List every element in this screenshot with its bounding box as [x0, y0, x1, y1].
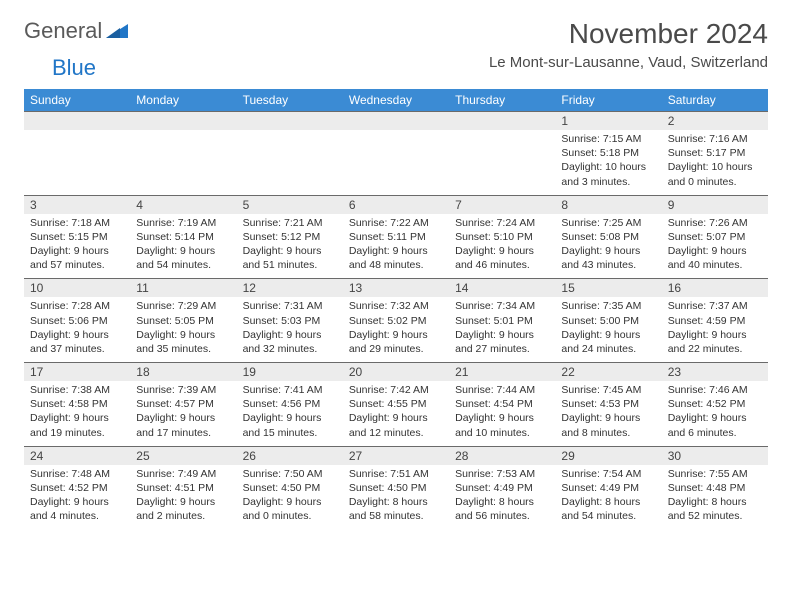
day-detail-cell: Sunrise: 7:34 AMSunset: 5:01 PMDaylight:…	[449, 297, 555, 362]
day-number-cell: 3	[24, 195, 130, 214]
month-title: November 2024	[489, 18, 768, 50]
brand-name-2: Blue	[52, 55, 96, 81]
day-number-cell	[449, 112, 555, 131]
day-detail-cell: Sunrise: 7:55 AMSunset: 4:48 PMDaylight:…	[662, 465, 768, 530]
day-detail-cell: Sunrise: 7:35 AMSunset: 5:00 PMDaylight:…	[555, 297, 661, 362]
week-detail-row: Sunrise: 7:15 AMSunset: 5:18 PMDaylight:…	[24, 130, 768, 195]
day-number-cell: 26	[237, 446, 343, 465]
day-detail-cell: Sunrise: 7:41 AMSunset: 4:56 PMDaylight:…	[237, 381, 343, 446]
day-detail-cell: Sunrise: 7:28 AMSunset: 5:06 PMDaylight:…	[24, 297, 130, 362]
week-detail-row: Sunrise: 7:28 AMSunset: 5:06 PMDaylight:…	[24, 297, 768, 362]
day-detail-cell: Sunrise: 7:16 AMSunset: 5:17 PMDaylight:…	[662, 130, 768, 195]
col-tuesday: Tuesday	[237, 89, 343, 112]
day-detail-cell: Sunrise: 7:54 AMSunset: 4:49 PMDaylight:…	[555, 465, 661, 530]
week-number-row: 17181920212223	[24, 363, 768, 382]
day-header-row: Sunday Monday Tuesday Wednesday Thursday…	[24, 89, 768, 112]
day-detail-cell: Sunrise: 7:53 AMSunset: 4:49 PMDaylight:…	[449, 465, 555, 530]
day-detail-cell: Sunrise: 7:32 AMSunset: 5:02 PMDaylight:…	[343, 297, 449, 362]
col-friday: Friday	[555, 89, 661, 112]
day-number-cell	[237, 112, 343, 131]
week-number-row: 10111213141516	[24, 279, 768, 298]
day-number-cell: 1	[555, 112, 661, 131]
day-number-cell: 22	[555, 363, 661, 382]
day-number-cell	[343, 112, 449, 131]
week-detail-row: Sunrise: 7:48 AMSunset: 4:52 PMDaylight:…	[24, 465, 768, 530]
day-detail-cell: Sunrise: 7:26 AMSunset: 5:07 PMDaylight:…	[662, 214, 768, 279]
day-detail-cell	[24, 130, 130, 195]
day-detail-cell: Sunrise: 7:44 AMSunset: 4:54 PMDaylight:…	[449, 381, 555, 446]
col-monday: Monday	[130, 89, 236, 112]
day-detail-cell: Sunrise: 7:48 AMSunset: 4:52 PMDaylight:…	[24, 465, 130, 530]
day-number-cell: 20	[343, 363, 449, 382]
day-number-cell: 6	[343, 195, 449, 214]
day-number-cell	[24, 112, 130, 131]
brand-name-1: General	[24, 18, 102, 44]
day-number-cell: 17	[24, 363, 130, 382]
day-number-cell: 15	[555, 279, 661, 298]
day-number-cell: 23	[662, 363, 768, 382]
day-detail-cell	[130, 130, 236, 195]
day-number-cell: 9	[662, 195, 768, 214]
day-detail-cell: Sunrise: 7:31 AMSunset: 5:03 PMDaylight:…	[237, 297, 343, 362]
day-number-cell: 29	[555, 446, 661, 465]
day-number-cell: 16	[662, 279, 768, 298]
day-number-cell: 12	[237, 279, 343, 298]
col-saturday: Saturday	[662, 89, 768, 112]
day-number-cell: 18	[130, 363, 236, 382]
day-detail-cell: Sunrise: 7:50 AMSunset: 4:50 PMDaylight:…	[237, 465, 343, 530]
day-number-cell: 28	[449, 446, 555, 465]
day-number-cell: 11	[130, 279, 236, 298]
day-number-cell: 13	[343, 279, 449, 298]
day-detail-cell: Sunrise: 7:51 AMSunset: 4:50 PMDaylight:…	[343, 465, 449, 530]
week-number-row: 24252627282930	[24, 446, 768, 465]
day-number-cell: 27	[343, 446, 449, 465]
calendar-table: Sunday Monday Tuesday Wednesday Thursday…	[24, 89, 768, 529]
day-detail-cell	[237, 130, 343, 195]
day-number-cell: 19	[237, 363, 343, 382]
day-detail-cell	[449, 130, 555, 195]
day-number-cell: 8	[555, 195, 661, 214]
day-detail-cell	[343, 130, 449, 195]
day-number-cell: 10	[24, 279, 130, 298]
brand-triangle-icon	[106, 22, 128, 41]
col-sunday: Sunday	[24, 89, 130, 112]
day-number-cell: 24	[24, 446, 130, 465]
day-number-cell: 30	[662, 446, 768, 465]
col-thursday: Thursday	[449, 89, 555, 112]
day-number-cell: 14	[449, 279, 555, 298]
title-block: November 2024 Le Mont-sur-Lausanne, Vaud…	[489, 18, 768, 71]
day-number-cell	[130, 112, 236, 131]
day-detail-cell: Sunrise: 7:21 AMSunset: 5:12 PMDaylight:…	[237, 214, 343, 279]
day-detail-cell: Sunrise: 7:24 AMSunset: 5:10 PMDaylight:…	[449, 214, 555, 279]
week-detail-row: Sunrise: 7:38 AMSunset: 4:58 PMDaylight:…	[24, 381, 768, 446]
day-detail-cell: Sunrise: 7:45 AMSunset: 4:53 PMDaylight:…	[555, 381, 661, 446]
day-detail-cell: Sunrise: 7:37 AMSunset: 4:59 PMDaylight:…	[662, 297, 768, 362]
week-number-row: 3456789	[24, 195, 768, 214]
day-detail-cell: Sunrise: 7:15 AMSunset: 5:18 PMDaylight:…	[555, 130, 661, 195]
day-number-cell: 7	[449, 195, 555, 214]
brand-logo: General	[24, 18, 130, 44]
day-detail-cell: Sunrise: 7:49 AMSunset: 4:51 PMDaylight:…	[130, 465, 236, 530]
day-detail-cell: Sunrise: 7:19 AMSunset: 5:14 PMDaylight:…	[130, 214, 236, 279]
day-detail-cell: Sunrise: 7:22 AMSunset: 5:11 PMDaylight:…	[343, 214, 449, 279]
day-detail-cell: Sunrise: 7:39 AMSunset: 4:57 PMDaylight:…	[130, 381, 236, 446]
calendar-body: 12Sunrise: 7:15 AMSunset: 5:18 PMDayligh…	[24, 112, 768, 530]
day-detail-cell: Sunrise: 7:25 AMSunset: 5:08 PMDaylight:…	[555, 214, 661, 279]
day-detail-cell: Sunrise: 7:29 AMSunset: 5:05 PMDaylight:…	[130, 297, 236, 362]
day-detail-cell: Sunrise: 7:38 AMSunset: 4:58 PMDaylight:…	[24, 381, 130, 446]
week-number-row: 12	[24, 112, 768, 131]
day-detail-cell: Sunrise: 7:18 AMSunset: 5:15 PMDaylight:…	[24, 214, 130, 279]
day-detail-cell: Sunrise: 7:46 AMSunset: 4:52 PMDaylight:…	[662, 381, 768, 446]
day-number-cell: 4	[130, 195, 236, 214]
day-number-cell: 5	[237, 195, 343, 214]
col-wednesday: Wednesday	[343, 89, 449, 112]
day-number-cell: 25	[130, 446, 236, 465]
day-number-cell: 2	[662, 112, 768, 131]
day-detail-cell: Sunrise: 7:42 AMSunset: 4:55 PMDaylight:…	[343, 381, 449, 446]
location-subtitle: Le Mont-sur-Lausanne, Vaud, Switzerland	[489, 54, 768, 71]
week-detail-row: Sunrise: 7:18 AMSunset: 5:15 PMDaylight:…	[24, 214, 768, 279]
day-number-cell: 21	[449, 363, 555, 382]
